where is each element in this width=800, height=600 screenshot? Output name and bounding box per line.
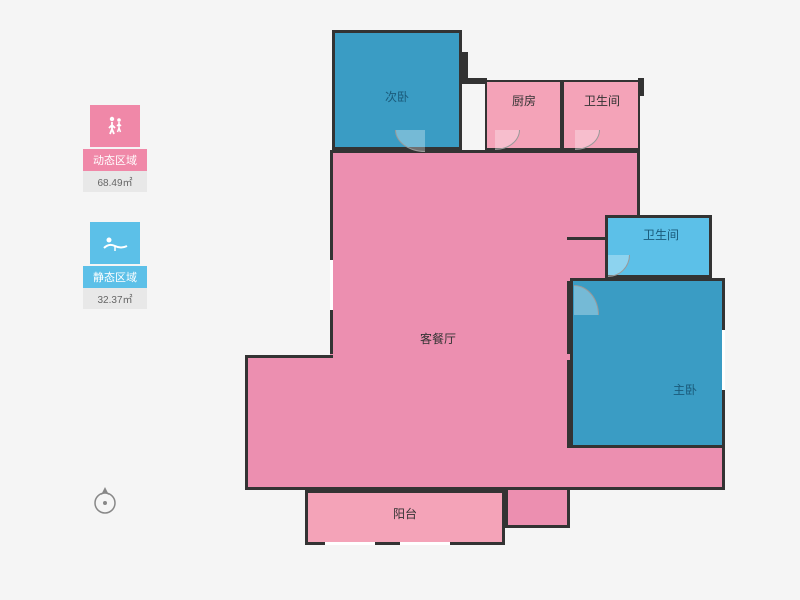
dynamic-value: 68.49㎡ bbox=[83, 171, 147, 192]
secondary-bedroom-label: 次卧 bbox=[385, 88, 409, 105]
balcony-label: 阳台 bbox=[393, 505, 417, 522]
living-right-ext bbox=[567, 237, 607, 281]
wall-lower-left-top bbox=[245, 355, 333, 358]
window-left bbox=[330, 260, 333, 310]
window-balcony1 bbox=[325, 542, 375, 545]
living-label: 客餐厅 bbox=[420, 330, 456, 347]
living-connect bbox=[330, 354, 570, 360]
bathroom1-label: 卫生间 bbox=[584, 92, 620, 109]
static-icon bbox=[90, 222, 140, 264]
wall-top2 bbox=[462, 78, 487, 84]
compass-icon bbox=[90, 485, 120, 515]
lower-right-strip bbox=[567, 448, 725, 490]
legend-dynamic: 动态区域 68.49㎡ bbox=[75, 105, 155, 192]
dynamic-icon bbox=[90, 105, 140, 147]
kitchen-label: 厨房 bbox=[512, 92, 536, 109]
legend-panel: 动态区域 68.49㎡ 静态区域 32.37㎡ bbox=[75, 105, 155, 339]
living-upper bbox=[330, 150, 640, 240]
wall-corner1 bbox=[638, 78, 644, 96]
window-master bbox=[722, 330, 725, 390]
window-balcony2 bbox=[400, 542, 450, 545]
room-bathroom1: 卫生间 bbox=[562, 80, 640, 150]
master-bedroom-label: 主卧 bbox=[673, 381, 697, 398]
dynamic-label: 动态区域 bbox=[83, 149, 147, 171]
room-balcony: 阳台 bbox=[305, 490, 505, 545]
living-lower bbox=[245, 355, 570, 490]
bottom-right-ext bbox=[505, 490, 570, 528]
floorplan-container: 次卧 厨房 卫生间 客餐厅 卫生间 主卧 阳台 bbox=[230, 30, 740, 580]
static-label: 静态区域 bbox=[83, 266, 147, 288]
legend-static: 静态区域 32.37㎡ bbox=[75, 222, 155, 309]
bathroom2-label: 卫生间 bbox=[643, 226, 679, 243]
static-value: 32.37㎡ bbox=[83, 288, 147, 309]
